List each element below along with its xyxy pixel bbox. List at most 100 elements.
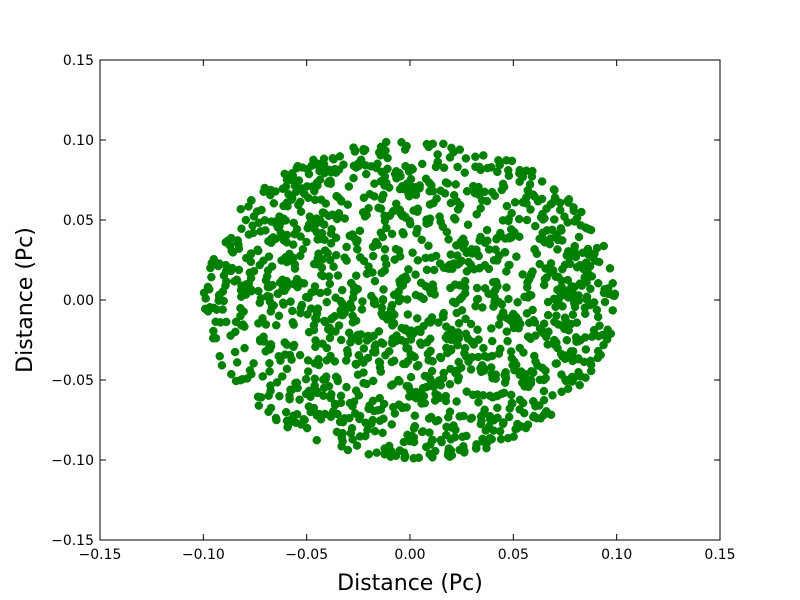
data-point [295,350,305,360]
data-point [520,382,529,391]
data-point [294,186,304,195]
data-point [427,180,436,190]
data-point [447,451,457,460]
data-point [282,238,292,247]
data-point [278,283,288,292]
data-point [300,415,309,425]
data-point [531,221,540,231]
data-point [275,391,284,401]
data-point [232,358,242,367]
data-point [410,352,419,362]
data-point [403,344,413,353]
data-point [249,359,258,368]
data-point [593,353,602,363]
data-point [493,281,502,291]
data-point [423,349,433,359]
data-point [545,239,555,249]
data-point [352,441,362,450]
data-point [309,155,318,165]
data-point [434,376,444,385]
data-point [599,241,608,251]
data-point [376,228,386,237]
data-point [227,369,236,379]
data-point [295,395,304,404]
data-point [455,258,464,268]
data-point [258,314,267,323]
data-point [333,271,343,280]
data-point [593,278,603,288]
data-point [535,259,544,269]
data-point [289,279,298,289]
data-point [357,305,367,314]
data-point [405,436,414,446]
data-point [434,318,443,327]
data-point [532,249,542,258]
data-point [528,367,537,377]
data-point [422,139,432,149]
y-tick-label: 0.15 [63,53,94,69]
data-point [272,321,281,330]
data-point [207,272,216,282]
data-point [345,231,355,241]
data-point [564,286,574,295]
data-point [321,374,330,384]
data-point [292,410,302,419]
data-point [422,372,431,381]
y-tick-label: −0.05 [51,373,94,389]
data-point [494,297,504,307]
data-point [284,189,293,199]
data-point [551,194,560,203]
data-point [364,450,374,459]
y-axis-label: Distance (Pc) [13,227,38,373]
data-point [414,360,423,370]
data-point [272,378,282,387]
data-point [336,296,345,306]
data-point [278,275,287,285]
data-point [461,154,471,163]
data-point [370,426,380,436]
data-point [334,165,344,174]
data-point [397,402,406,411]
data-point [506,225,516,234]
data-point [325,279,335,289]
data-point [600,297,610,307]
data-point [332,191,341,201]
data-point [528,267,537,276]
data-point [266,185,275,195]
data-point [425,284,434,294]
data-point [552,359,562,368]
data-point [511,424,520,434]
data-point [368,268,377,277]
data-point [404,189,413,199]
data-point [590,256,600,265]
data-point [535,401,544,410]
data-point [350,146,360,155]
data-point [376,204,386,213]
data-point [256,294,266,303]
data-point [451,368,460,378]
data-point [282,175,292,184]
data-point [304,169,314,179]
data-point [528,166,537,176]
data-point [343,349,353,359]
data-point [411,387,421,397]
data-point [520,408,529,418]
data-point [547,225,557,235]
data-point [482,225,492,235]
data-point [509,323,519,333]
data-point [351,386,361,395]
data-point [586,284,595,294]
data-point [502,327,512,336]
data-point [245,366,255,375]
data-point [406,174,416,184]
data-point [422,265,432,275]
data-point [443,179,452,188]
data-point [335,152,345,161]
data-point [569,374,578,383]
data-point [252,207,262,216]
data-point [424,241,433,251]
data-point [237,321,246,330]
data-point [284,419,293,429]
data-point [579,357,589,367]
